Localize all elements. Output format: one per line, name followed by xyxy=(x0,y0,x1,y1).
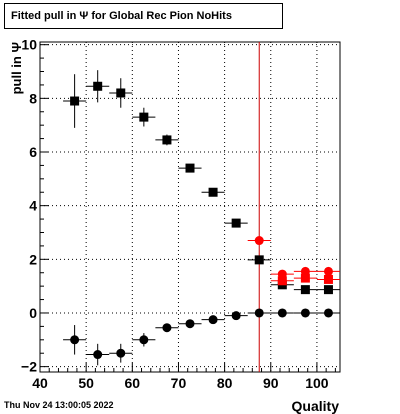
data-point-square xyxy=(162,135,172,145)
data-point-circle xyxy=(139,335,149,345)
data-point-circle xyxy=(300,308,310,318)
data-point-circle xyxy=(254,236,264,246)
data-point-circle xyxy=(277,269,287,279)
series-0 xyxy=(63,70,340,295)
y-tick-label: 6 xyxy=(29,144,37,160)
data-point-circle xyxy=(323,266,333,276)
y-axis-label: pull in Ψ xyxy=(9,42,24,94)
data-point-square xyxy=(300,285,310,295)
data-point-circle xyxy=(300,266,310,276)
data-point-circle xyxy=(93,350,103,360)
data-point-circle xyxy=(323,308,333,318)
data-point-square xyxy=(139,112,149,122)
y-tick-label: 4 xyxy=(29,198,37,214)
data-point-circle xyxy=(254,308,264,318)
series-3 xyxy=(247,236,340,279)
y-tick-label: 8 xyxy=(29,90,37,106)
data-marks xyxy=(63,70,340,366)
plot-frame xyxy=(39,41,341,373)
chart-title-box: Fitted pull in Ψ for Global Rec Pion NoH… xyxy=(4,3,283,29)
data-point-circle xyxy=(277,308,287,318)
data-point-square xyxy=(277,276,287,286)
series-1 xyxy=(63,308,340,366)
data-point-square xyxy=(70,96,80,106)
data-point-square xyxy=(116,88,126,98)
data-point-square xyxy=(323,285,333,295)
data-point-square xyxy=(185,163,195,173)
x-tick-label: 50 xyxy=(78,375,94,391)
data-point-circle xyxy=(162,323,172,333)
data-point-circle xyxy=(70,335,80,345)
data-point-circle xyxy=(185,319,195,329)
data-point-circle xyxy=(116,348,126,358)
data-point-square xyxy=(300,273,310,283)
x-tick-label: 60 xyxy=(125,375,141,391)
x-tick-label: 40 xyxy=(32,375,48,391)
series-2 xyxy=(270,273,340,286)
y-tick-label: 2 xyxy=(29,251,37,267)
tick-labels: 40 50 60 70 80 90 100 −2 0 2 4 6 8 10 xyxy=(21,37,329,391)
chart-title: Fitted pull in Ψ for Global Rec Pion NoH… xyxy=(11,10,232,22)
data-point-circle xyxy=(208,315,218,325)
data-point-square xyxy=(231,218,241,228)
x-tick-label: 80 xyxy=(217,375,233,391)
data-point-square xyxy=(323,274,333,284)
data-point-square xyxy=(93,81,103,91)
axis-ticks xyxy=(39,44,336,372)
x-tick-label: 70 xyxy=(171,375,187,391)
footer-timestamp: Thu Nov 24 13:00:05 2022 xyxy=(4,400,114,410)
data-point-square xyxy=(208,187,218,197)
data-point-square xyxy=(254,255,264,265)
x-tick-label: 90 xyxy=(263,375,279,391)
x-axis-label: Quality xyxy=(292,398,340,414)
y-tick-label: 0 xyxy=(29,305,37,321)
y-tick-label: 10 xyxy=(21,37,37,53)
y-tick-label: −2 xyxy=(21,359,37,375)
data-point-circle xyxy=(231,311,241,321)
x-tick-label: 100 xyxy=(305,375,329,391)
